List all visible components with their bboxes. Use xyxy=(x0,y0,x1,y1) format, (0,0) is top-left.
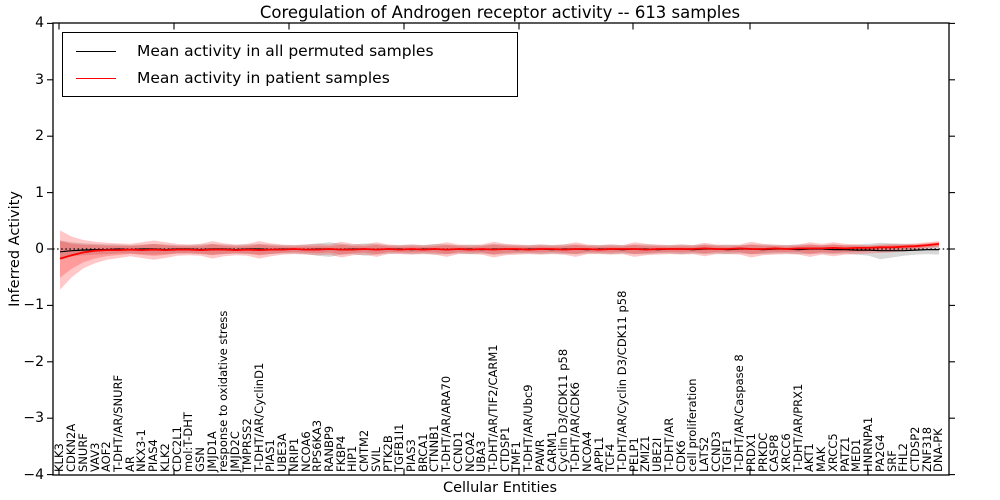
y-tick-label: 3 xyxy=(35,71,44,88)
legend-line-red-icon xyxy=(76,77,116,79)
y-tick-label: −2 xyxy=(23,353,44,370)
y-tick-label: −4 xyxy=(23,466,44,483)
y-tick-label: 2 xyxy=(35,128,44,145)
legend-entry-permuted: Mean activity in all permuted samples xyxy=(63,42,517,60)
y-tick-label: 0 xyxy=(35,241,44,257)
x-axis-label: Cellular Entities xyxy=(442,480,558,496)
y-tick-label: −3 xyxy=(23,410,44,427)
y-tick-label: 4 xyxy=(35,15,44,32)
x-tick-label: DNA-PK xyxy=(931,428,946,472)
legend: Mean activity in all permuted samples Me… xyxy=(62,32,518,97)
y-tick-label: −1 xyxy=(23,297,44,314)
legend-label-patient: Mean activity in patient samples xyxy=(137,69,390,87)
y-tick-label: 1 xyxy=(35,184,44,201)
legend-label-permuted: Mean activity in all permuted samples xyxy=(137,42,434,60)
legend-entry-patient: Mean activity in patient samples xyxy=(63,69,517,87)
chart-title: Coregulation of Androgen receptor activi… xyxy=(259,3,741,22)
legend-line-black-icon xyxy=(76,50,116,52)
